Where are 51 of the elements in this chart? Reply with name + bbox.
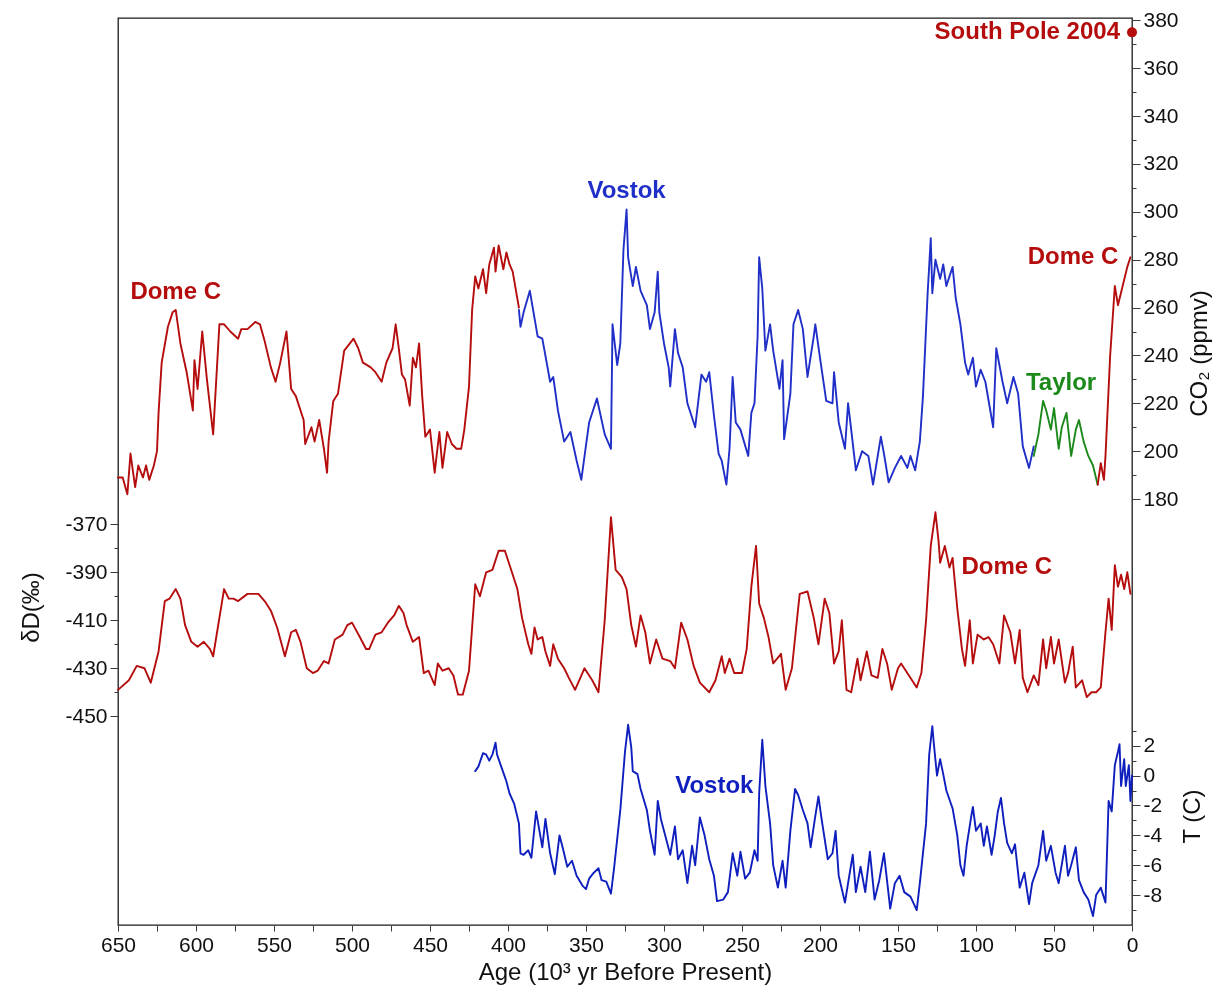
y3-tick-label: 2 <box>1143 733 1156 757</box>
y-tick-label: -430 <box>65 655 108 679</box>
x-tick-label: 200 <box>802 932 839 956</box>
series-label: Dome C <box>130 276 222 304</box>
y3-axis-title: T (C) <box>1177 789 1205 844</box>
x-tick-label: 250 <box>724 932 761 956</box>
y2-tick-label: 320 <box>1143 151 1179 175</box>
line-series <box>117 511 1132 698</box>
y2-tick-label: 220 <box>1143 390 1179 414</box>
x-tick-label: 100 <box>958 932 995 956</box>
x-tick-label: 600 <box>178 932 215 956</box>
y2-axis-title: CO₂ (ppmv) <box>1184 290 1212 417</box>
series-label: South Pole 2004 <box>934 17 1121 45</box>
series-label: Taylor <box>1025 367 1097 395</box>
y2-tick-label: 200 <box>1143 438 1179 462</box>
y3-tick-label: -6 <box>1143 852 1163 876</box>
y2-tick-label: 180 <box>1143 486 1179 510</box>
y3-tick-label: -2 <box>1143 792 1163 816</box>
x-tick-label: 350 <box>568 932 605 956</box>
series-label: Dome C <box>961 552 1053 580</box>
x-tick-label: 500 <box>334 932 371 956</box>
line-series <box>474 723 1133 917</box>
x-tick-label: 50 <box>1042 932 1067 956</box>
series-label: Vostok <box>675 771 755 799</box>
x-tick-label: 400 <box>490 932 527 956</box>
line-series <box>117 244 520 496</box>
y2-tick-label: 300 <box>1143 199 1179 223</box>
y2-tick-label: 340 <box>1143 103 1179 127</box>
y2-tick-label: 240 <box>1143 342 1179 366</box>
x-tick-label: 450 <box>412 932 449 956</box>
y-axis-title: δD(‰) <box>16 572 44 643</box>
y-tick-label: -450 <box>65 703 108 727</box>
y2-tick-label: 280 <box>1143 247 1179 271</box>
y3-tick-label: 0 <box>1143 763 1156 787</box>
y-tick-label: -410 <box>65 607 108 631</box>
x-tick-label: 300 <box>646 932 683 956</box>
y-tick-label: -370 <box>65 511 108 535</box>
y3-tick-label: -8 <box>1143 882 1163 906</box>
series-label: Vostok <box>587 176 667 204</box>
x-tick-label: 150 <box>880 932 917 956</box>
y2-tick-label: 360 <box>1143 55 1179 79</box>
x-tick-label: 550 <box>256 932 293 956</box>
y2-tick-label: 260 <box>1143 295 1179 319</box>
x-tick-label: 650 <box>100 932 137 956</box>
x-axis-title: Age (10³ yr Before Present) <box>478 957 773 985</box>
series-label: Dome C <box>1027 242 1119 270</box>
y3-tick-label: -4 <box>1143 822 1163 846</box>
y-tick-label: -390 <box>65 559 108 583</box>
line-series <box>1032 399 1099 486</box>
x-tick-label: 0 <box>1126 932 1139 956</box>
y2-tick-label: 380 <box>1143 7 1179 31</box>
